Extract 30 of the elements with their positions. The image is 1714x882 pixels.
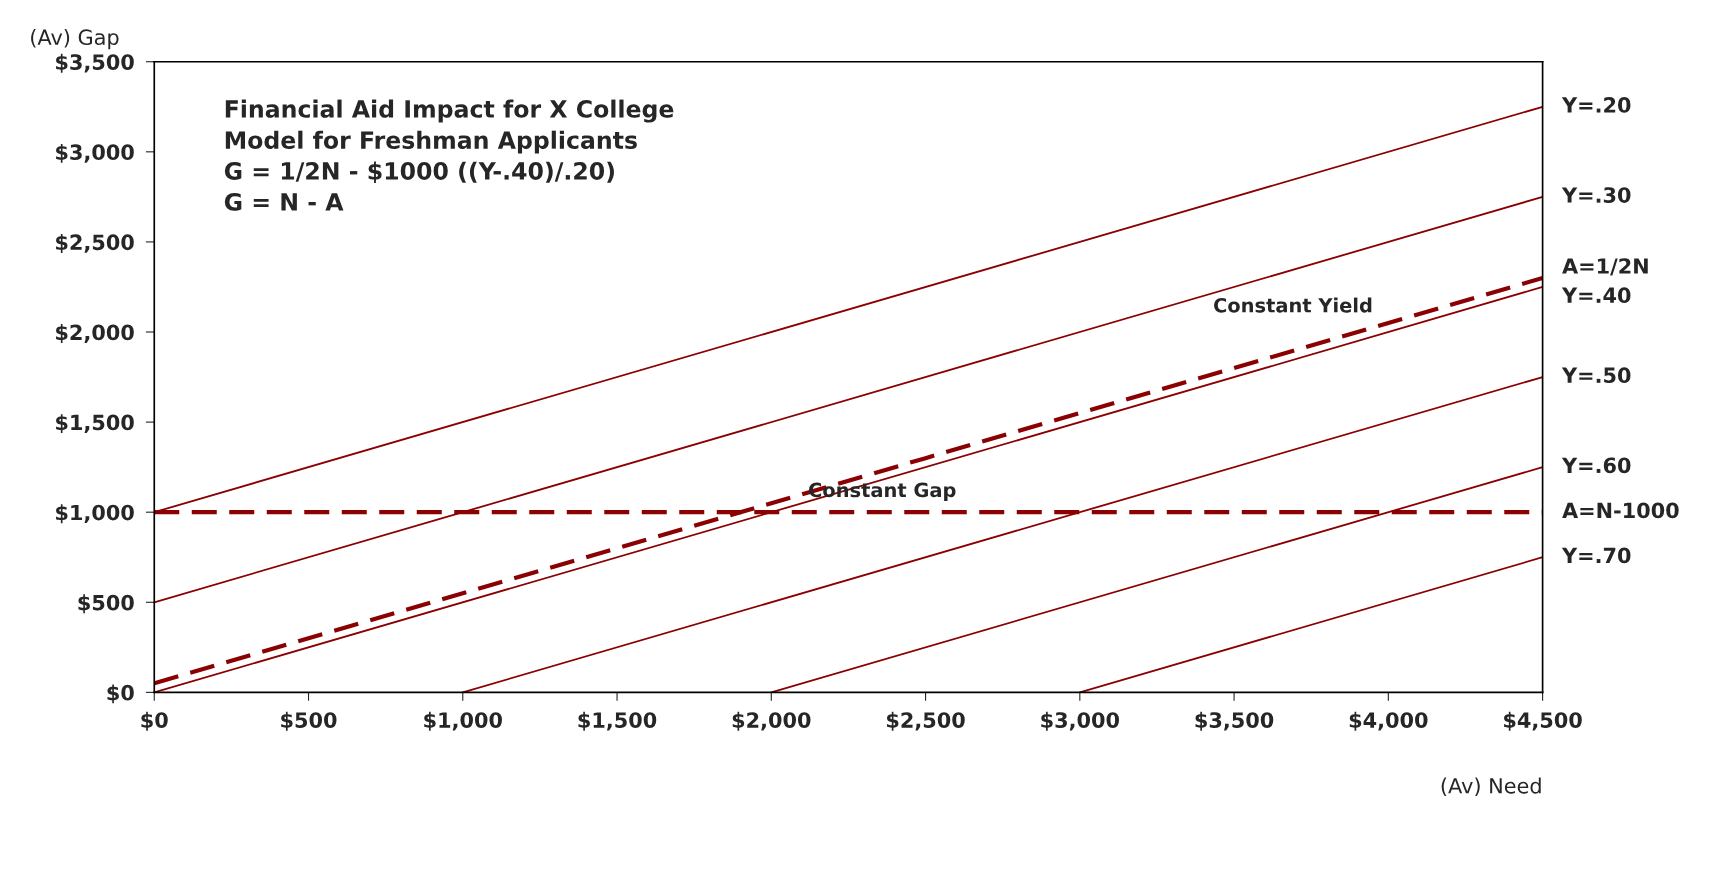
series-label: Y=.30: [1561, 187, 1631, 203]
x-tick-label: $2,000: [732, 711, 811, 731]
x-tick-label: $3,500: [1195, 711, 1274, 731]
x-axis-title: (Av) Need: [1441, 777, 1541, 797]
y-tick-label: $1,500: [56, 414, 134, 434]
x-tick-label: $0: [141, 711, 168, 731]
series-label: Y=.20: [1561, 97, 1631, 113]
x-tick-label: $4,000: [1349, 711, 1428, 731]
series-label: Y=.40: [1561, 287, 1631, 304]
series-label: A=N-1000: [1562, 502, 1679, 519]
y-tick-label: $3,000: [56, 143, 134, 163]
y-tick-label: $0: [107, 684, 134, 704]
x-tick-label: $3,000: [1041, 711, 1120, 731]
x-tick-label: $2,500: [886, 711, 965, 731]
x-tick-label: $500: [281, 711, 337, 731]
annotation: Constant Yield: [1214, 297, 1372, 313]
y-tick-label: $1,000: [56, 504, 134, 524]
series-label: Y=.70: [1561, 547, 1631, 564]
x-tick-label: $1,500: [578, 711, 657, 731]
series-label: Y=.60: [1561, 457, 1631, 474]
series-label: A=1/2N: [1562, 258, 1648, 276]
x-tick-label: $4,500: [1504, 711, 1582, 731]
y-tick-label: $500: [78, 594, 134, 614]
series-label: Y=.50: [1561, 367, 1631, 384]
y-tick-label: $2,000: [56, 324, 134, 343]
y-tick-label: $2,500: [56, 234, 134, 253]
text: Financial Aid Impact for X College Model for Freshman Applicants G = 1/2N - $1000 ((Y-.40)/.20) G = N - A: [224, 99, 674, 211]
y-axis-title: (Av) Gap: [31, 28, 119, 50]
y-tick-label: $3,500: [56, 53, 134, 73]
x-tick-label: $1,000: [424, 711, 502, 731]
